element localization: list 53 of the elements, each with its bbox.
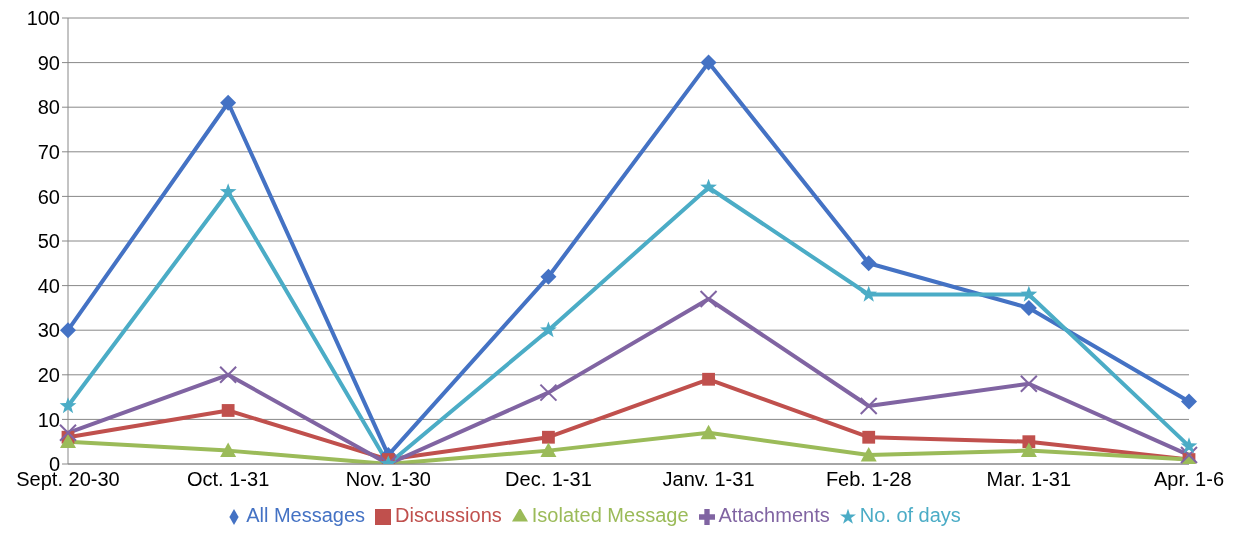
legend-label: All Messages <box>246 504 366 526</box>
y-tick-label: 50 <box>37 230 60 253</box>
point <box>700 178 717 195</box>
point <box>1180 437 1198 454</box>
point <box>59 423 77 442</box>
legend-label: Attachments <box>718 504 830 526</box>
point <box>542 430 555 444</box>
legend-label: No. of days <box>859 504 961 526</box>
point <box>1180 446 1198 464</box>
point <box>1020 442 1037 458</box>
point <box>220 94 237 111</box>
point <box>540 442 557 458</box>
y-tick-label: 70 <box>37 140 60 163</box>
legend-label: Discussions <box>395 504 502 526</box>
x-tick-label: Dec. 1-31 <box>505 468 592 491</box>
point <box>59 397 77 414</box>
point <box>702 372 715 386</box>
point <box>221 404 235 417</box>
x-tick-label: Mar. 1-31 <box>986 468 1072 491</box>
x-tick-label: Apr. 1-6 <box>1153 468 1225 491</box>
y-tick-label: 30 <box>37 319 60 342</box>
point <box>860 285 878 302</box>
point <box>699 289 718 308</box>
y-tick-label: 90 <box>37 51 60 74</box>
y-tick-label: 100 <box>26 7 60 30</box>
y-tick-label: 60 <box>37 185 60 208</box>
y-tick-label: 10 <box>37 408 60 431</box>
point <box>219 365 238 384</box>
point <box>220 442 237 458</box>
point <box>60 322 76 339</box>
x-tick-label: Feb. 1-28 <box>825 468 912 491</box>
point <box>859 397 878 416</box>
x-tick-label: Nov. 1-30 <box>345 468 431 491</box>
point <box>700 54 717 71</box>
point <box>540 321 557 338</box>
point <box>1019 374 1038 393</box>
y-tick-label: 40 <box>37 274 60 297</box>
point <box>860 447 877 462</box>
point <box>1020 299 1037 316</box>
legend-label: Isolated Message <box>531 504 689 526</box>
point <box>540 268 557 285</box>
y-tick-label: 80 <box>37 96 60 119</box>
point <box>1020 285 1038 302</box>
point <box>1181 393 1197 410</box>
x-tick-label: Oct. 1-31 <box>187 468 270 491</box>
y-tick-label: 20 <box>37 363 60 386</box>
point <box>700 424 717 440</box>
x-tick-label: Janv. 1-31 <box>662 468 755 491</box>
point <box>860 255 877 272</box>
point <box>539 383 558 402</box>
point <box>1022 435 1036 449</box>
point <box>60 433 76 449</box>
point <box>862 430 876 444</box>
